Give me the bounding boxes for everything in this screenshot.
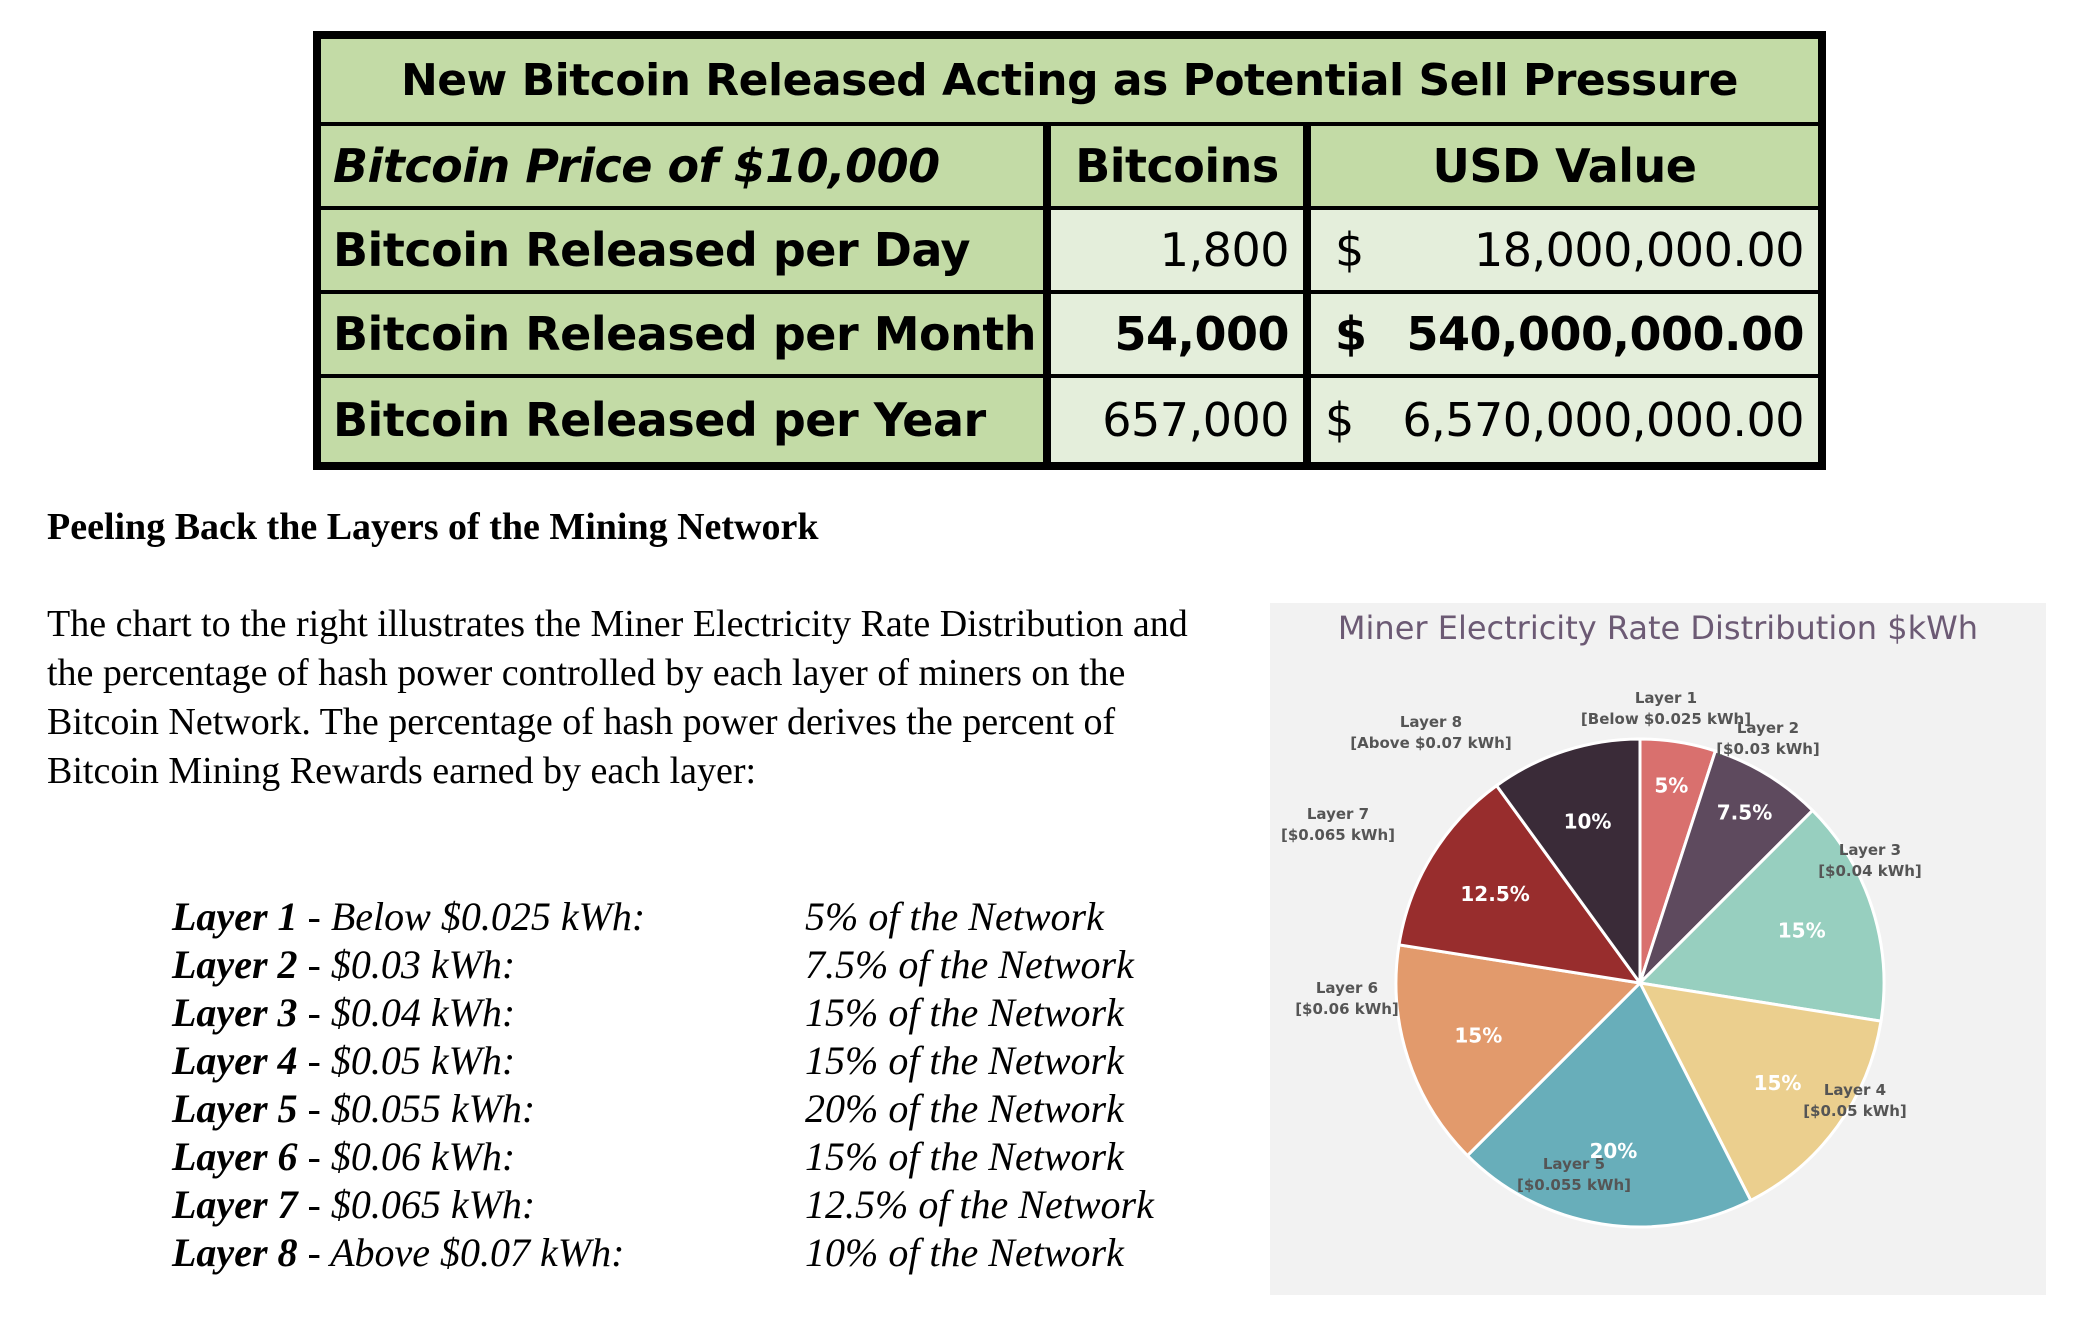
slice-category-rate: [$0.03 kWh]	[1716, 740, 1820, 758]
slice-percent-label: 12.5%	[1460, 882, 1529, 906]
bitcoins-value: 657,000	[1051, 378, 1303, 462]
slice-category-rate: [Above $0.07 kWh]	[1350, 734, 1511, 752]
slice-category-rate: [Below $0.025 kWh]	[1581, 710, 1751, 728]
slice-percent-label: 15%	[1754, 1071, 1802, 1095]
pie-slice-7	[1397, 783, 1644, 986]
row-label: Bitcoin Released per Year	[321, 378, 1043, 462]
layer-share: 15% of the Network	[805, 1038, 1124, 1083]
layer-name: Layer 6	[172, 1134, 298, 1179]
usd-value: 18,000,000.00	[1473, 223, 1805, 277]
slice-category-name: Layer 8	[1400, 713, 1462, 731]
currency-symbol: $	[1325, 393, 1354, 447]
table-row: Bitcoin Released per Year 657,000 $ 6,57…	[321, 378, 1818, 462]
row-label: Bitcoin Released per Month	[321, 294, 1043, 374]
usd-column-header: USD Value	[1311, 126, 1818, 206]
slice-percent-label: 5%	[1654, 774, 1688, 798]
row-label: Bitcoin Released per Day	[321, 210, 1043, 290]
usd-value-cell: $ 6,570,000,000.00	[1311, 378, 1818, 462]
table-row: Bitcoin Released per Day 1,800 $ 18,000,…	[321, 210, 1818, 290]
pie-chart-svg: Miner Electricity Rate Distribution $kWh…	[1281, 609, 1978, 1229]
layer-rate: - $0.055 kWh:	[297, 1086, 536, 1131]
pie-chart: Miner Electricity Rate Distribution $kWh…	[1270, 603, 2046, 1295]
slice-category-rate: [$0.06 kWh]	[1295, 1000, 1399, 1018]
table-row: Bitcoin Released per Month 54,000 $ 540,…	[321, 294, 1818, 374]
pie-slice-5	[1465, 980, 1753, 1229]
layer-share: 15% of the Network	[805, 1134, 1124, 1179]
intro-paragraph: The chart to the right illustrates the M…	[47, 603, 1188, 792]
list-item: Layer 5 - $0.055 kWh: 20% of the Network	[172, 1085, 1222, 1133]
layer-name: Layer 5	[172, 1086, 298, 1131]
currency-symbol: $	[1335, 307, 1367, 361]
layer-list: Layer 1 - Below $0.025 kWh: 5% of the Ne…	[172, 893, 1222, 1277]
slice-percent-label: 20%	[1589, 1139, 1637, 1163]
pie-slice-4	[1637, 981, 1883, 1203]
table-header-row: Bitcoin Price of $10,000 Bitcoins USD Va…	[321, 126, 1818, 206]
layer-share: 7.5% of the Network	[805, 942, 1134, 987]
pie-slice-6	[1394, 943, 1644, 1158]
layer-rate: - $0.03 kWh:	[297, 942, 516, 987]
slice-percent-label: 7.5%	[1717, 801, 1772, 825]
layer-share: 20% of the Network	[805, 1086, 1124, 1131]
layer-rate: - Above $0.07 kWh:	[297, 1230, 625, 1275]
slice-category-rate: [$0.055 kWh]	[1517, 1176, 1631, 1194]
layer-name: Layer 8	[172, 1230, 298, 1275]
slice-category-rate: [$0.05 kWh]	[1803, 1102, 1907, 1120]
layer-share: 5% of the Network	[805, 894, 1104, 939]
pie-slices	[1394, 737, 1886, 1229]
pie-slice-8	[1494, 737, 1642, 988]
usd-value: 540,000,000.00	[1406, 307, 1805, 361]
section-heading: Peeling Back the Layers of the Mining Ne…	[47, 506, 819, 548]
slice-category-name: Layer 5	[1543, 1155, 1605, 1173]
list-item: Layer 3 - $0.04 kWh: 15% of the Network	[172, 989, 1222, 1037]
slice-category-name: Layer 1	[1635, 689, 1697, 707]
chart-title: Miner Electricity Rate Distribution $kWh	[1338, 609, 1978, 647]
price-assumption-label: Bitcoin Price of $10,000	[321, 126, 1043, 206]
layer-name: Layer 2	[172, 942, 298, 987]
list-item: Layer 6 - $0.06 kWh: 15% of the Network	[172, 1133, 1222, 1181]
slice-category-name: Layer 7	[1307, 805, 1369, 823]
layer-rate: - $0.05 kWh:	[297, 1038, 516, 1083]
pie-slice-2	[1638, 749, 1815, 985]
layer-name: Layer 3	[172, 990, 298, 1035]
sell-pressure-table: New Bitcoin Released Acting as Potential…	[313, 31, 1826, 470]
layer-rate: - $0.04 kWh:	[297, 990, 516, 1035]
slice-percent-label: 15%	[1454, 1024, 1502, 1048]
usd-value-cell: $ 18,000,000.00	[1311, 210, 1818, 290]
layer-rate: - $0.06 kWh:	[297, 1134, 516, 1179]
pie-slice-3	[1636, 808, 1886, 1023]
currency-symbol: $	[1335, 223, 1364, 277]
slice-category-rate: [$0.065 kWh]	[1281, 826, 1395, 844]
slice-category-rate: [$0.04 kWh]	[1818, 862, 1922, 880]
layer-name: Layer 1	[172, 894, 298, 939]
list-item: Layer 1 - Below $0.025 kWh: 5% of the Ne…	[172, 893, 1222, 941]
layer-name: Layer 4	[172, 1038, 298, 1083]
table-title: New Bitcoin Released Acting as Potential…	[321, 39, 1818, 122]
bitcoins-column-header: Bitcoins	[1051, 126, 1303, 206]
list-item: Layer 8 - Above $0.07 kWh: 10% of the Ne…	[172, 1229, 1222, 1277]
layer-name: Layer 7	[172, 1182, 298, 1227]
slice-category-name: Layer 3	[1839, 841, 1901, 859]
layer-rate: - Below $0.025 kWh:	[297, 894, 646, 939]
layer-rate: - $0.065 kWh:	[297, 1182, 536, 1227]
list-item: Layer 2 - $0.03 kWh: 7.5% of the Network	[172, 941, 1222, 989]
list-item: Layer 7 - $0.065 kWh: 12.5% of the Netwo…	[172, 1181, 1222, 1229]
pie-slice-labels: 5% 7.5% 15% 15% 20% 15% 12.5% 10%	[1454, 774, 1825, 1163]
slice-category-name: Layer 4	[1824, 1081, 1886, 1099]
pie-category-labels: Layer 1 [Below $0.025 kWh]Layer 2 [$0.03 k…	[1281, 689, 1922, 1194]
slice-percent-label: 10%	[1564, 809, 1612, 833]
layer-share: 10% of the Network	[805, 1230, 1124, 1275]
usd-value: 6,570,000,000.00	[1402, 393, 1804, 447]
slice-percent-label: 15%	[1778, 919, 1826, 943]
bitcoins-value: 54,000	[1051, 294, 1303, 374]
slice-category-name: Layer 2	[1737, 719, 1799, 737]
layer-share: 12.5% of the Network	[805, 1182, 1154, 1227]
usd-value-cell: $ 540,000,000.00	[1311, 294, 1818, 374]
list-item: Layer 4 - $0.05 kWh: 15% of the Network	[172, 1037, 1222, 1085]
bitcoins-value: 1,800	[1051, 210, 1303, 290]
slice-category-name: Layer 6	[1316, 979, 1378, 997]
layer-share: 15% of the Network	[805, 990, 1124, 1035]
